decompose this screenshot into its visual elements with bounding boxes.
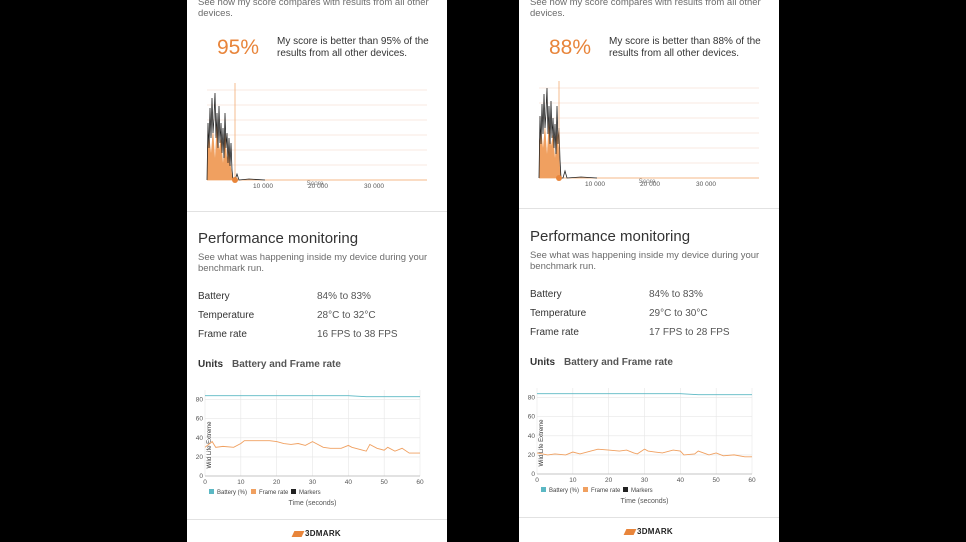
temperature-label: Temperature: [530, 308, 587, 319]
battery-value: 84% to 83%: [649, 289, 703, 300]
x-tick-label: 20: [605, 477, 613, 484]
x-tick-label: 10: [237, 479, 245, 486]
perf-title: Performance monitoring: [198, 230, 359, 247]
temperature-value: 28°C to 32°C: [317, 310, 376, 321]
3dmark-logo-icon: [291, 530, 305, 537]
percentile-value: 95%: [217, 36, 260, 59]
3dmark-logo-icon: [623, 528, 637, 535]
series-line-battery: [537, 393, 752, 396]
footer-divider: [519, 517, 779, 518]
dist-tick-10000: 10 000: [253, 183, 273, 190]
result-panel-left: See how my score compares with results f…: [187, 0, 447, 542]
dist-tick-10000: 10 000: [585, 181, 605, 188]
percentile-text: My score is better than 88% of the resul…: [609, 36, 761, 59]
battery-label: Battery: [530, 289, 562, 300]
legend-swatch: [291, 489, 296, 494]
x-tick-label: 60: [748, 477, 756, 484]
series-line-frame-rate: [204, 440, 420, 454]
legend-label: Markers: [631, 488, 653, 494]
series-line-frame-rate: [536, 448, 752, 458]
brand-name: 3DMARK: [304, 529, 342, 538]
legend-swatch: [541, 487, 546, 492]
temperature-label: Temperature: [198, 310, 255, 321]
legend-swatch: [583, 487, 588, 492]
dist-tick-30000: 30 000: [364, 183, 384, 190]
x-tick-label: 40: [345, 479, 353, 486]
y-axis-label: Wild Life Extreme: [539, 419, 545, 467]
performance-chart: 0 10 20 30 40 50 60 0 20 40 60 80 Wild Life Extreme B…: [196, 390, 424, 507]
frame-rate-value: 16 FPS to 38 FPS: [317, 329, 398, 340]
units-selector[interactable]: Battery and Frame rate: [232, 359, 341, 370]
y-axis-label: Wild Life Extreme: [207, 421, 213, 469]
frame-rate-value: 17 FPS to 28 FPS: [649, 327, 730, 338]
series-line-battery: [205, 395, 420, 398]
perf-title: Performance monitoring: [530, 228, 691, 245]
x-tick-label: 10: [569, 477, 577, 484]
legend-label: Battery (%): [217, 490, 247, 496]
y-tick-label: 20: [528, 452, 536, 459]
brand-logo: 3DMARK: [519, 527, 779, 536]
x-tick-label: 30: [641, 477, 649, 484]
x-tick-label: 20: [273, 479, 281, 486]
x-tick-label: 0: [535, 477, 539, 484]
frame-rate-label: Frame rate: [530, 327, 579, 338]
frame-rate-label: Frame rate: [198, 329, 247, 340]
x-tick-label: 30: [309, 479, 317, 486]
percentile-text: My score is better than 95% of the resul…: [277, 36, 429, 59]
y-tick-label: 40: [528, 433, 536, 440]
legend-label: Battery (%): [549, 488, 579, 494]
battery-value: 84% to 83%: [317, 291, 371, 302]
legend-label: Frame rate: [591, 488, 621, 494]
comparison-intro: See how my score compares with results f…: [530, 0, 761, 19]
brand-name: 3DMARK: [636, 527, 674, 536]
units-label: Units: [198, 359, 223, 370]
dist-axis-label: Score: [639, 178, 656, 185]
battery-label: Battery: [198, 291, 230, 302]
legend-swatch: [623, 487, 628, 492]
y-tick-label: 60: [528, 414, 536, 421]
x-axis-label: Time (seconds): [289, 500, 337, 507]
legend-label: Frame rate: [259, 490, 289, 496]
section-divider: [519, 208, 779, 209]
legend-swatch: [251, 489, 256, 494]
legend-label: Markers: [299, 490, 321, 496]
dist-tick-20000: 20 000: [308, 183, 328, 190]
units-selector[interactable]: Battery and Frame rate: [564, 357, 673, 368]
result-panel-right: See how my score compares with results f…: [519, 0, 779, 542]
y-tick-label: 0: [199, 473, 203, 480]
legend-swatch: [209, 489, 214, 494]
x-tick-label: 40: [677, 477, 685, 484]
y-tick-label: 0: [531, 471, 535, 478]
x-tick-label: 0: [203, 479, 207, 486]
y-tick-label: 20: [196, 454, 204, 461]
y-tick-label: 40: [196, 435, 204, 442]
y-tick-label: 80: [528, 395, 536, 402]
perf-subtitle: See what was happening inside my device …: [198, 252, 428, 274]
x-tick-label: 60: [416, 479, 424, 486]
x-axis-label: Time (seconds): [621, 498, 669, 505]
temperature-value: 29°C to 30°C: [649, 308, 708, 319]
score-distribution-chart: 10 000 20 000 30 000 Score: [206, 83, 427, 190]
dist-tick-30000: 30 000: [696, 181, 716, 188]
perf-subtitle: See what was happening inside my device …: [530, 250, 760, 272]
units-label: Units: [530, 357, 555, 368]
score-distribution-chart: 10 000 20 000 30 000 Score: [538, 81, 759, 188]
dist-tick-20000: 20 000: [640, 181, 660, 188]
percentile-value: 88%: [549, 36, 592, 59]
y-tick-label: 60: [196, 416, 204, 423]
y-tick-label: 80: [196, 397, 204, 404]
dist-axis-label: Score: [307, 180, 324, 187]
footer-divider: [187, 519, 447, 520]
x-tick-label: 50: [381, 479, 389, 486]
brand-logo: 3DMARK: [187, 529, 447, 538]
comparison-intro: See how my score compares with results f…: [198, 0, 429, 19]
x-tick-label: 50: [713, 477, 721, 484]
performance-chart: 0 10 20 30 40 50 60 0 20 40 60 80 Wild Life Extreme B…: [528, 388, 756, 505]
section-divider: [187, 211, 447, 212]
